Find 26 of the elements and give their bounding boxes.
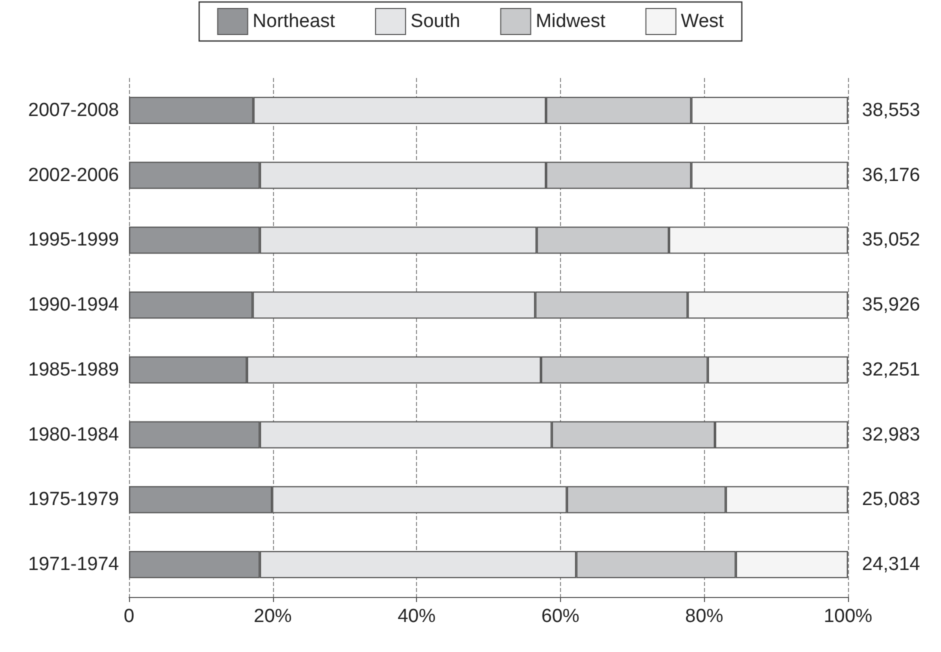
text: 25,083 bbox=[862, 489, 920, 510]
legend-label: Midwest bbox=[536, 11, 606, 32]
y-tick-label: 1985-1989 bbox=[28, 359, 119, 380]
text: 35,052 bbox=[862, 230, 920, 251]
text: 35,926 bbox=[862, 294, 920, 316]
x-tick-label: 100% bbox=[824, 606, 872, 627]
y-tick-label: 1990-1994 bbox=[28, 294, 120, 316]
y-tick-label: 1971-1974 bbox=[28, 554, 120, 576]
y-tick-label: 1995-1999 bbox=[28, 230, 119, 251]
x-tick-label: 40% bbox=[398, 606, 436, 627]
text: 38,553 bbox=[862, 100, 920, 121]
legend-label: Northeast bbox=[252, 11, 336, 32]
x-tick-label: 60% bbox=[541, 606, 580, 627]
text: 32,251 bbox=[862, 359, 920, 380]
x-tick-label: 0 bbox=[124, 606, 134, 627]
text: 36,176 bbox=[862, 164, 920, 186]
text: 24,314 bbox=[862, 554, 921, 576]
x-tick-label: 80% bbox=[685, 606, 724, 627]
legend-label: South bbox=[410, 11, 460, 32]
legend-label: West bbox=[680, 11, 725, 32]
y-tick-label: 1980-1984 bbox=[28, 424, 120, 446]
y-tick-label: 1975-1979 bbox=[28, 489, 119, 510]
x-tick-label: 20% bbox=[254, 606, 292, 627]
y-tick-label: 2002-2006 bbox=[28, 164, 119, 186]
y-tick-label: 2007-2008 bbox=[28, 100, 119, 121]
text: 32,983 bbox=[862, 424, 920, 446]
